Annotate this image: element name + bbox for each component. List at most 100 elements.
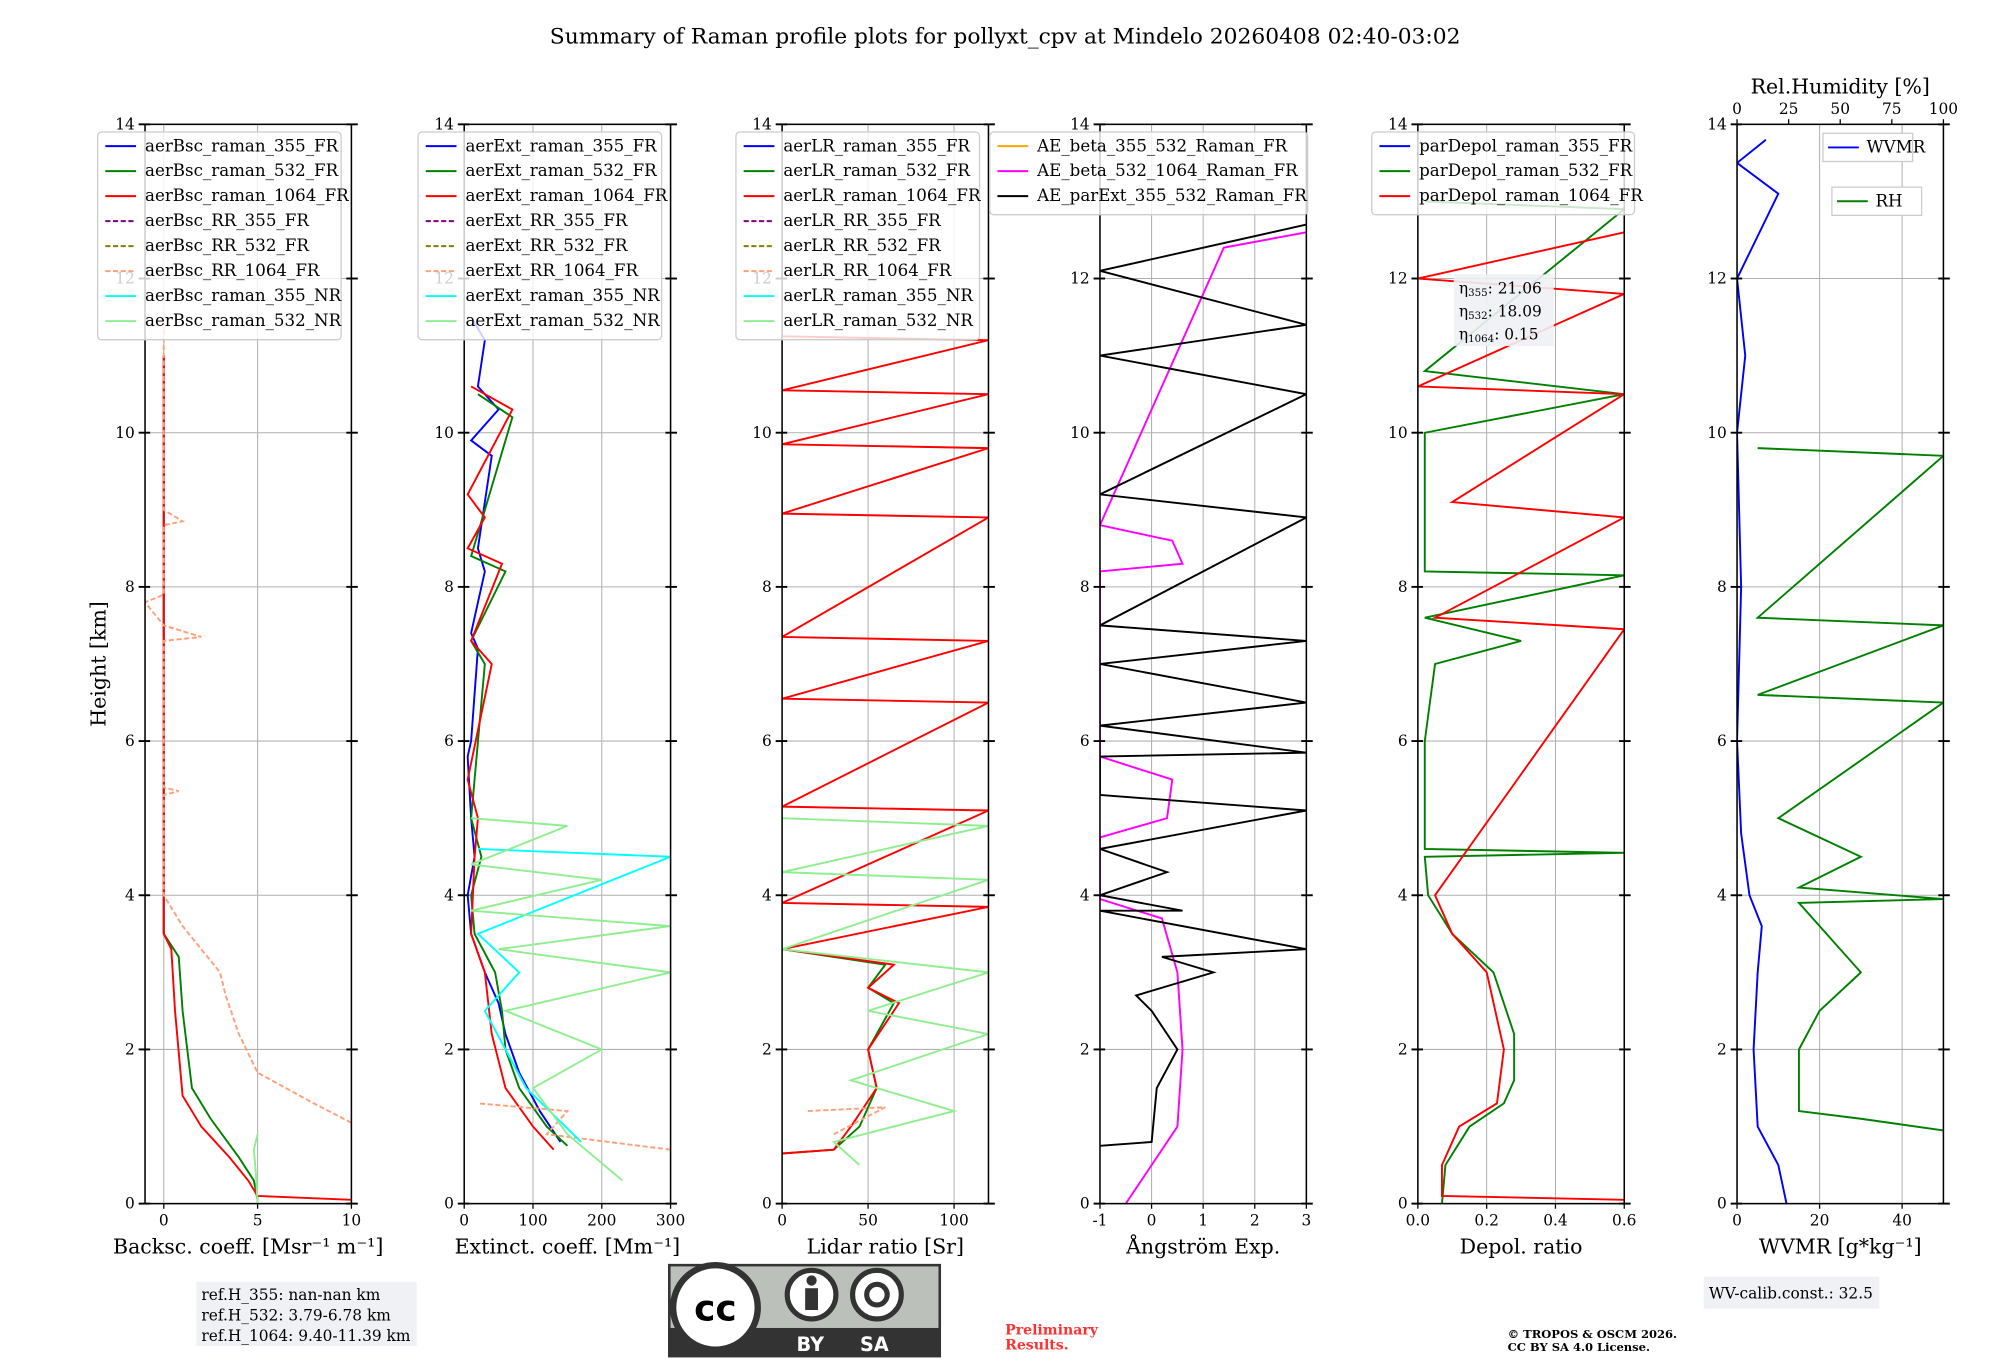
legend-label: aerLR_raman_532_NR — [783, 311, 973, 330]
legend-label: parDepol_raman_355_FR — [1419, 136, 1632, 155]
depol-annotation-box — [1453, 274, 1554, 347]
svg-text:BY: BY — [797, 1333, 826, 1356]
y-tick-label: 0 — [444, 1195, 454, 1213]
top-tick-label: 75 — [1882, 100, 1902, 118]
panel-3: 05010002468101214Lidar ratio [Sr]aerLR_r… — [735, 115, 995, 1259]
axes-frame — [781, 123, 990, 1205]
y-tick-label: 14 — [1707, 115, 1727, 133]
y-tick-label: 6 — [1080, 732, 1090, 750]
legend-box — [417, 131, 663, 341]
y-tick-label: 4 — [125, 886, 135, 904]
y-tick-label: 14 — [1388, 115, 1408, 133]
y-tick-label: 10 — [115, 424, 135, 442]
y-tick-label: 10 — [752, 424, 772, 442]
x-tick-label: 300 — [656, 1211, 685, 1229]
x-tick-label: 0 — [1147, 1211, 1157, 1229]
series-line-aerLR_RR_1064_FR — [807, 1106, 886, 1136]
series-group — [145, 317, 352, 1204]
x-tick-label: 40 — [1892, 1211, 1912, 1229]
y-tick-label: 12 — [1388, 270, 1408, 288]
x-tick-label: 0 — [777, 1211, 787, 1229]
cc-logo-icon — [669, 1261, 761, 1353]
legend-label: aerBsc_raman_532_NR — [145, 311, 342, 330]
y-tick-label: 8 — [1717, 578, 1727, 596]
top-tick-label: 100 — [1929, 100, 1958, 118]
legend-label: aerLR_RR_1064_FR — [783, 261, 951, 280]
series-line-AE_parExt_355_532_Raman_FR — [1099, 223, 1307, 1147]
series-line-aerBsc_RR_1064_FR — [145, 317, 352, 1124]
legend-label: aerLR_raman_532_FR — [783, 161, 970, 180]
y-tick-label: 4 — [1717, 886, 1727, 904]
series-line-aerBsc_raman_532_NR — [252, 1134, 259, 1204]
y-tick-label: 0 — [1717, 1195, 1727, 1213]
ref-h-355: ref.H_355: nan-nan km — [201, 1286, 380, 1304]
x-tick-label: 3 — [1301, 1211, 1311, 1229]
legend-label: aerBsc_raman_1064_FR — [145, 186, 349, 205]
legend-label: aerExt_RR_355_FR — [465, 211, 627, 230]
ref-h-532: ref.H_532: 3.79-6.78 km — [201, 1306, 391, 1324]
x-tick-label: 0 — [459, 1211, 469, 1229]
series-line-aerExt_raman_355_FR — [466, 316, 562, 1143]
y-tick-label: 6 — [1398, 732, 1408, 750]
y-tick-label: 6 — [444, 732, 454, 750]
y-tick-label: 6 — [125, 732, 135, 750]
y-tick-label: 10 — [1388, 424, 1408, 442]
x-tick-label: 50 — [858, 1211, 878, 1229]
x-axis-label: Depol. ratio — [1460, 1235, 1583, 1259]
y-axis-label: Height [km] — [86, 601, 110, 727]
legend-label: aerLR_raman_1064_FR — [783, 186, 981, 205]
x-axis-label: Lidar ratio [Sr] — [807, 1235, 964, 1259]
svg-text:WV-calib.const.: 32.5: WV-calib.const.: 32.5 — [1709, 1284, 1873, 1302]
axes-frame — [1736, 123, 1945, 1205]
y-tick-label: 4 — [1080, 886, 1090, 904]
y-tick-label: 12 — [1707, 270, 1727, 288]
legend-box — [989, 131, 1309, 216]
legend-label: aerBsc_RR_532_FR — [145, 236, 309, 255]
x-tick-label: 5 — [253, 1211, 263, 1229]
x-tick-label: 0.0 — [1406, 1211, 1430, 1229]
x-axis-label: Extinct. coeff. [Mm⁻¹] — [455, 1235, 681, 1259]
series-line-aerLR_raman_532_NR — [782, 817, 989, 1166]
legend-box — [96, 131, 342, 341]
series-line-aerExt_raman_1064_FR — [466, 385, 555, 1151]
legend-label: aerLR_RR_355_FR — [783, 211, 941, 230]
x-tick-label: 0 — [159, 1211, 169, 1229]
x-axis-label: WVMR [g*kg⁻¹] — [1759, 1235, 1922, 1259]
axes-frame — [1417, 123, 1626, 1205]
axes-frame — [463, 123, 672, 1205]
y-tick-label: 0 — [125, 1195, 135, 1213]
y-tick-label: 2 — [444, 1041, 454, 1059]
y-tick-label: 8 — [762, 578, 772, 596]
legend-label: aerBsc_raman_355_FR — [145, 136, 339, 155]
legend-label: RH — [1875, 191, 1902, 210]
series-line-aerExt_raman_532_FR — [469, 393, 569, 1147]
figure-title: Summary of Raman profile plots for polly… — [550, 25, 1461, 50]
y-tick-label: 2 — [1080, 1041, 1090, 1059]
legend-label: AE_beta_355_532_Raman_FR — [1036, 136, 1287, 155]
legend-label: aerBsc_RR_1064_FR — [145, 261, 320, 280]
ref-h-1064: ref.H_1064: 9.40-11.39 km — [201, 1327, 410, 1345]
x-tick-label: 100 — [518, 1211, 547, 1229]
x-tick-label: 20 — [1810, 1211, 1830, 1229]
y-tick-label: 10 — [1070, 424, 1090, 442]
y-tick-label: 8 — [125, 578, 135, 596]
top-axis-label: Rel.Humidity [%] — [1751, 75, 1930, 99]
wv-calib-box: WV-calib.const.: 32.5 — [1703, 1276, 1880, 1309]
series-line-aerLR_raman_1064_FR — [782, 335, 989, 1155]
series-line-AE_beta_532_1064_Raman_FR — [1099, 231, 1307, 1204]
legend-label: aerLR_raman_355_NR — [783, 286, 973, 305]
legend-box — [1371, 131, 1636, 216]
x-tick-label: 10 — [342, 1211, 362, 1229]
legend-label: aerExt_raman_355_FR — [465, 136, 657, 155]
x-axis-label: Backsc. coeff. [Msr⁻¹ m⁻¹] — [113, 1235, 383, 1259]
y-tick-label: 14 — [115, 115, 135, 133]
series-line-aerExt_raman_532_NR — [470, 817, 671, 1182]
legend-label: AE_beta_532_1064_Raman_FR — [1036, 161, 1298, 180]
axes-frame — [1099, 123, 1308, 1205]
legend-label: parDepol_raman_532_FR — [1419, 161, 1632, 180]
series-group — [1417, 200, 1625, 1204]
copyright: © TROPOS & OSCM 2026. — [1508, 1327, 1677, 1341]
